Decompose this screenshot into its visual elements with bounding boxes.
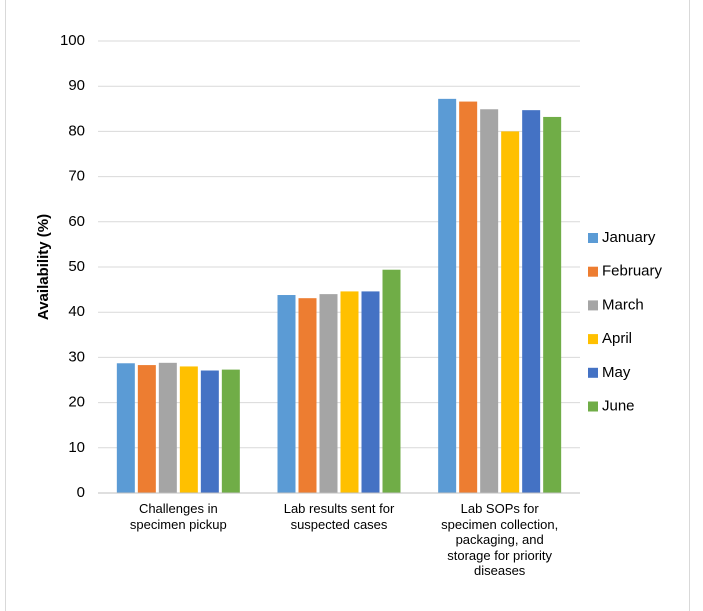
bar	[298, 298, 317, 493]
y-tick-label: 10	[68, 439, 85, 456]
x-tick-label: Challenges in specimen pickup	[129, 501, 227, 532]
bar	[501, 131, 520, 493]
bar	[522, 110, 541, 493]
legend-label: March	[602, 296, 644, 313]
y-tick-label: 20	[68, 394, 85, 411]
bar	[179, 366, 198, 493]
bar	[361, 291, 380, 493]
legend-label: April	[602, 330, 632, 347]
bar	[319, 294, 338, 493]
y-tick-label: 50	[68, 258, 85, 275]
y-tick-label: 90	[68, 77, 85, 94]
y-tick-label: 0	[77, 484, 85, 501]
y-tick-label: 80	[68, 122, 85, 139]
y-tick-label: 70	[68, 168, 85, 185]
bar	[158, 362, 177, 493]
legend-swatch	[588, 334, 598, 345]
bar	[221, 369, 240, 493]
legend-swatch	[588, 266, 598, 277]
bar	[438, 98, 457, 493]
bar	[480, 109, 499, 493]
x-tick-label: Lab SOPs for specimen collection, packag…	[441, 501, 559, 578]
legend-swatch	[588, 300, 598, 311]
bar	[459, 101, 478, 494]
bar	[277, 295, 296, 493]
bar	[137, 365, 156, 493]
bar	[200, 370, 219, 493]
y-axis-label: Availability (%)	[35, 214, 52, 320]
y-tick-label: 40	[68, 303, 85, 320]
legend-label: June	[602, 397, 635, 414]
bar	[116, 363, 135, 493]
x-tick-label: Lab results sent for suspected cases	[283, 501, 395, 532]
legend-swatch	[588, 367, 598, 378]
y-tick-label: 60	[68, 213, 85, 230]
bar	[543, 116, 562, 493]
legend-label: January	[602, 229, 656, 246]
legend-label: February	[602, 263, 663, 280]
legend-swatch	[588, 401, 598, 412]
y-tick-label: 100	[60, 32, 85, 49]
y-tick-label: 30	[68, 348, 85, 365]
bar	[340, 291, 359, 493]
bar	[382, 269, 401, 493]
legend-swatch	[588, 233, 598, 243]
legend-label: May	[602, 364, 631, 381]
